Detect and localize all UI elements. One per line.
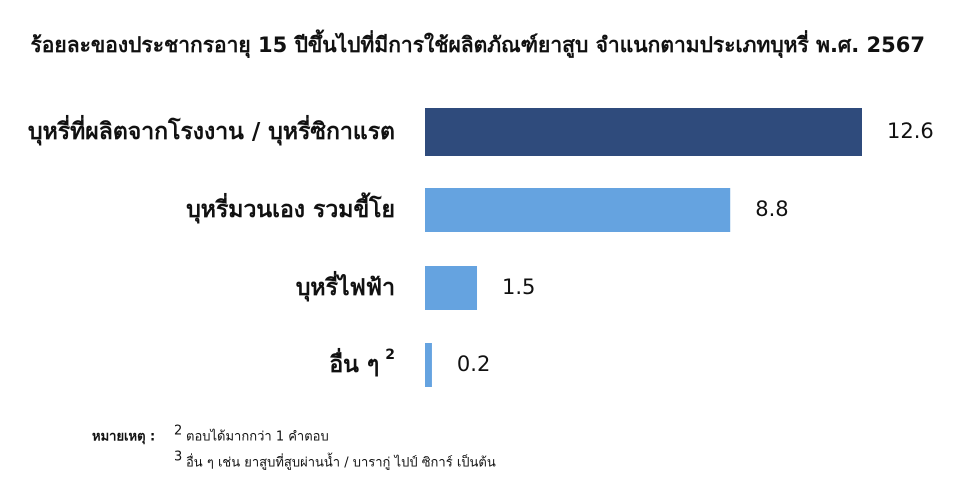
category-text: อื่น ๆ <box>329 347 379 378</box>
bar <box>425 188 731 232</box>
category-text: บุหรี่ไฟฟ้า <box>296 270 395 302</box>
category-label: บุหรี่มวนเอง รวมขี้โย <box>186 192 395 224</box>
note-text: อื่น ๆ เช่น ยาสูบที่สูบผ่านน้ำ / บารากู่… <box>186 453 496 471</box>
value-label: 8.8 <box>755 197 788 221</box>
chart-title: ร้อยละของประชากรอายุ 15 ปีขึ้นไปที่มีการ… <box>31 29 925 59</box>
category-label: บุหรี่ไฟฟ้า <box>296 270 395 302</box>
category-text: บุหรี่ที่ผลิตจากโรงงาน / บุหรี่ซิกาแรต <box>28 114 395 146</box>
notes-label: หมายเหตุ : <box>92 430 155 445</box>
bar <box>425 108 862 156</box>
note-mark: 3 <box>174 450 182 465</box>
value-label: 1.5 <box>502 275 535 299</box>
category-text: บุหรี่มวนเอง รวมขี้โย <box>186 192 395 224</box>
note-text: ตอบได้มากกว่า 1 คำตอบ <box>186 429 329 445</box>
value-label: 0.2 <box>457 352 490 376</box>
bar <box>425 266 478 310</box>
category-label: อื่น ๆ 2 <box>329 347 395 378</box>
category-label: บุหรี่ที่ผลิตจากโรงงาน / บุหรี่ซิกาแรต <box>28 114 395 146</box>
note-mark: 2 <box>174 424 182 439</box>
bar <box>425 343 432 387</box>
value-label: 12.6 <box>887 119 934 143</box>
category-superscript: 2 <box>385 347 395 363</box>
